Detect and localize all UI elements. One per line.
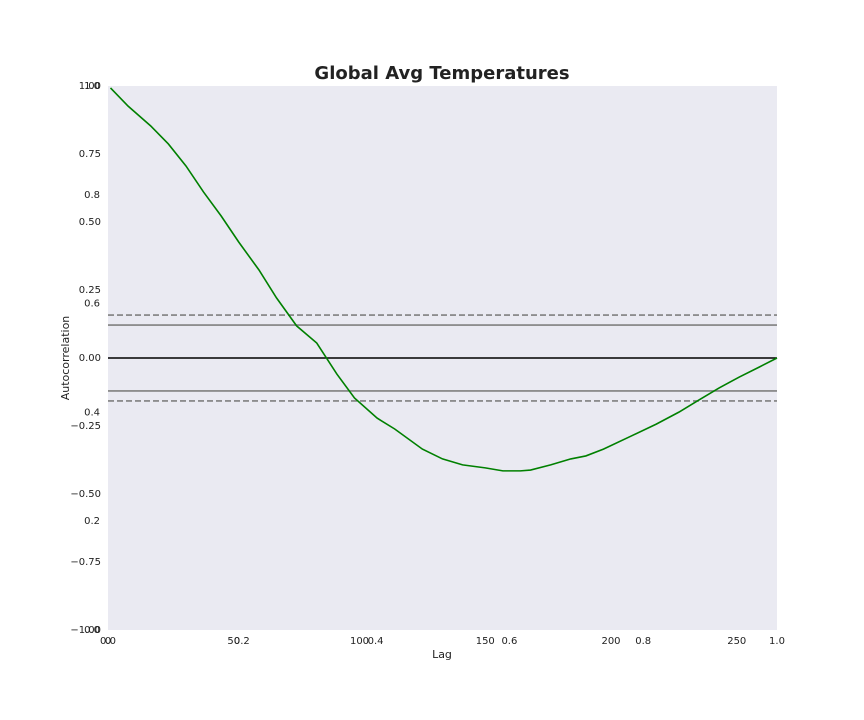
x-tick-label: 100 bbox=[350, 636, 369, 647]
x-axis-label: Lag bbox=[432, 648, 452, 661]
x-tick-label: 50 bbox=[227, 636, 240, 647]
overlay-y-tick-label: 0.4 bbox=[84, 407, 100, 418]
overlay-y-tick-label: 0.8 bbox=[84, 190, 100, 201]
x-tick-label: 0 bbox=[105, 636, 111, 647]
overlay-x-tick-label: 0.4 bbox=[368, 636, 384, 647]
overlay-x-tick-label: 0.6 bbox=[501, 636, 517, 647]
y-axis-label: Autocorrelation bbox=[59, 316, 72, 401]
overlay-y-tick-label: 0.6 bbox=[84, 299, 100, 310]
overlay-y-tick-label: 1.0 bbox=[84, 81, 100, 92]
y-tick-label: −0.25 bbox=[70, 421, 101, 432]
chart-title: Global Avg Temperatures bbox=[314, 63, 569, 84]
y-tick-label: 0.50 bbox=[79, 217, 101, 228]
y-tick-label: −0.75 bbox=[70, 557, 101, 568]
x-tick-label: 250 bbox=[727, 636, 746, 647]
y-tick-label: 0.75 bbox=[79, 149, 101, 160]
overlay-y-tick-label: 0.2 bbox=[84, 516, 100, 527]
overlay-x-tick-label: 0.0 bbox=[100, 636, 116, 647]
overlay-y-tick-label: 0.0 bbox=[84, 625, 100, 636]
y-tick-label: −1.00 bbox=[70, 625, 101, 636]
overlay-x-tick-label: 1.0 bbox=[769, 636, 785, 647]
x-tick-label: 150 bbox=[476, 636, 495, 647]
y-tick-label: 1.00 bbox=[79, 81, 101, 92]
x-tick-label: 200 bbox=[601, 636, 620, 647]
y-tick-label: 0.00 bbox=[79, 353, 101, 364]
y-tick-label: 0.25 bbox=[79, 285, 101, 296]
y-tick-label: −0.50 bbox=[70, 489, 101, 500]
overlay-x-tick-label: 0.8 bbox=[635, 636, 651, 647]
overlay-x-tick-label: 0.2 bbox=[234, 636, 250, 647]
data-line bbox=[109, 87, 778, 472]
